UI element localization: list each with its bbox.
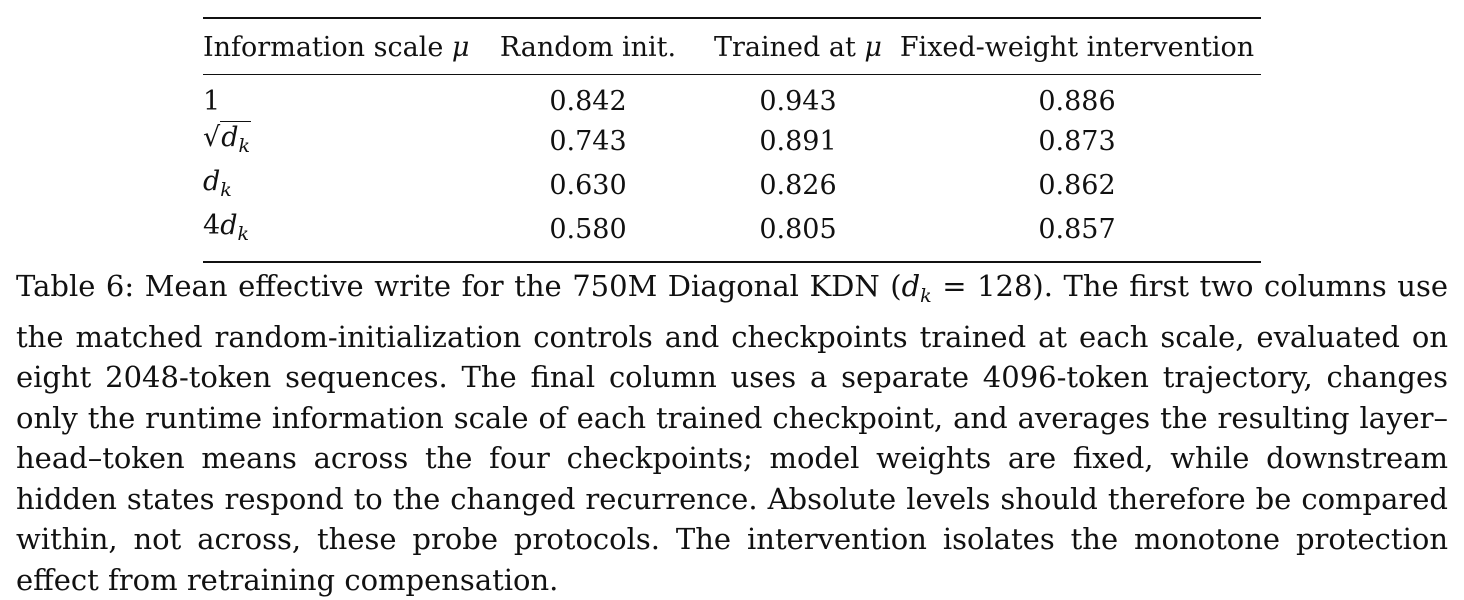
table-caption: Table 6: Mean effective write for the 75… <box>16 269 1448 597</box>
header-trained-at-mu: Trained at μ <box>714 32 882 63</box>
header-fixed-weight-intervention: Fixed-weight intervention <box>899 32 1255 63</box>
trained-cell: 0.826 <box>759 170 837 201</box>
trained-cell: 0.891 <box>759 126 837 157</box>
random-init-cell: 0.580 <box>549 214 627 245</box>
random-init-cell: 0.630 <box>549 170 627 201</box>
intervention-cell: 0.873 <box>1038 126 1116 157</box>
results-table-container: Information scale μ Random init. Trained… <box>203 17 1261 263</box>
trained-cell: 0.943 <box>759 86 837 117</box>
scale-cell: 1 <box>203 86 221 117</box>
header-random-init: Random init. <box>499 32 677 63</box>
table-row: √dk 0.743 0.891 0.873 <box>203 120 1261 164</box>
table-row: dk 0.630 0.826 0.862 <box>203 164 1261 208</box>
intervention-cell: 0.857 <box>1038 214 1116 245</box>
trained-cell: 0.805 <box>759 214 837 245</box>
intervention-cell: 0.862 <box>1038 170 1116 201</box>
scale-cell: 4dk <box>203 210 249 245</box>
table-row: 4dk 0.580 0.805 0.857 <box>203 208 1261 262</box>
random-init-cell: 0.842 <box>549 86 627 117</box>
scale-cell: √dk <box>203 121 252 157</box>
intervention-cell: 0.886 <box>1038 86 1116 117</box>
results-table: Information scale μ Random init. Trained… <box>203 17 1261 263</box>
random-init-cell: 0.743 <box>549 126 627 157</box>
table-row: 1 0.842 0.943 0.886 <box>203 75 1261 121</box>
table-header-row: Information scale μ Random init. Trained… <box>203 18 1261 75</box>
header-information-scale: Information scale μ <box>203 32 470 63</box>
scale-cell: dk <box>203 166 232 201</box>
